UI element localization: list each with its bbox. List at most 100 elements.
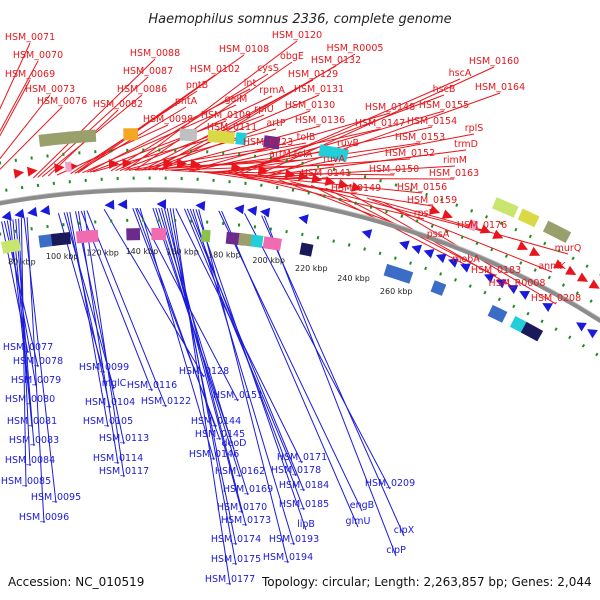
label-leader-line: [192, 208, 295, 546]
label-leader-line: [198, 209, 289, 564]
kbp-tick-label: 200 kbp: [252, 256, 285, 265]
map-title: Haemophilus somnus 2336, complete genome: [148, 12, 451, 27]
gene-arrow-65: [448, 258, 459, 268]
gene-label: rplU: [254, 104, 274, 115]
label-leader-line: [69, 211, 109, 428]
label-leader-line: [239, 78, 461, 176]
gene-arrow-21: [104, 199, 115, 210]
feature-block-45: [262, 236, 282, 251]
label-leader-line: [86, 88, 251, 173]
gene-arrow-76: [507, 285, 519, 295]
gene-label: HSM_0160: [469, 56, 519, 67]
gene-label: HSM_0096: [19, 512, 69, 523]
kbp-tick-label: 160 kbp: [166, 248, 199, 257]
gene-label: HSM_0114: [93, 453, 143, 464]
gene-label: HSM_0183: [471, 265, 521, 276]
gene-arrow-87: [576, 322, 587, 332]
gene-arrow-66: [479, 224, 491, 234]
gene-arrow-60: [441, 209, 453, 219]
gene-label: HSM_0080: [5, 394, 55, 405]
gene-label: hscB: [433, 84, 456, 95]
gene-label: artM: [269, 149, 291, 160]
gene-label: HSM_0077: [3, 342, 53, 353]
gene-label: HSM_0174: [211, 534, 261, 545]
gene-label: HSM_0076: [37, 96, 87, 107]
gene-label: HSM_R0008: [489, 278, 546, 289]
gene-label: HSM_0173: [221, 515, 271, 526]
label-leader-line: [263, 165, 456, 179]
gene-arrow-83: [542, 303, 554, 313]
gene-label: HSM_0084: [5, 455, 55, 466]
feature-block-26: [151, 228, 167, 241]
gene-label: HSM_0131: [294, 84, 344, 95]
gene-arrow-82: [565, 265, 577, 276]
gene-arrow-5: [1, 210, 12, 221]
gene-label: HSM_0079: [11, 375, 61, 386]
gene-label: HSM_0146: [189, 449, 239, 460]
label-leader-line: [12, 219, 33, 428]
gene-label: HSM_0163: [429, 168, 479, 179]
gene-label: HSM_0071: [5, 32, 55, 43]
kbp-tick-label: 260 kbp: [380, 287, 413, 296]
feature-block-4: [1, 238, 21, 254]
kbp-tick-label: 80 kbp: [8, 258, 36, 267]
gene-label: HSM_0120: [272, 30, 322, 41]
feature-block-50: [318, 144, 349, 162]
gene-arrow-40: [257, 164, 269, 175]
gene-label: HSM_0116: [127, 380, 177, 391]
gene-label: obgE: [280, 51, 304, 62]
label-leader-line: [172, 208, 231, 586]
gene-label: HSM_0194: [263, 552, 313, 563]
gene-label: HSM_0102: [190, 64, 240, 75]
gene-arrow-28: [156, 199, 167, 210]
gene-arrow-44: [259, 207, 271, 218]
feature-tracks: [1, 128, 600, 342]
gene-label: HSM_0105: [83, 416, 133, 427]
feature-block-56: [383, 263, 414, 284]
label-leader-line: [124, 128, 277, 171]
gene-label: HSM_0128: [179, 366, 229, 377]
gene-label: HSM_0208: [531, 293, 581, 304]
gene-label: HSM_0123: [243, 137, 293, 148]
kbp-tick-label: 220 kbp: [295, 264, 328, 273]
feature-block-30: [179, 128, 198, 142]
label-leader-line: [195, 209, 307, 531]
gene-label: engB: [350, 500, 374, 511]
gene-label: pntA: [175, 96, 198, 107]
gene-arrow-90: [587, 329, 598, 339]
gene-label: lnt: [244, 78, 257, 89]
gene-arrow-78: [519, 290, 530, 300]
gene-arrow-62: [435, 253, 447, 264]
gene-label: HSM_0193: [269, 534, 319, 545]
gene-label: HSM_0108: [219, 44, 269, 55]
gene-label: HSM_0147: [355, 118, 405, 129]
gene-label: HSM_R0005: [327, 43, 384, 54]
gene-label: HSM_0073: [25, 84, 75, 95]
gene-label: mglC: [102, 378, 127, 389]
label-leader-line: [32, 58, 156, 179]
gene-label: HSM_0078: [13, 356, 63, 367]
kbp-tick-label: 120 kbp: [86, 248, 119, 257]
gene-label: HSM_0177: [205, 574, 255, 585]
gene-arrow-48: [311, 173, 323, 184]
kbp-tick-label: 140 kbp: [126, 247, 159, 256]
kbp-tick-label: 240 kbp: [337, 274, 370, 283]
gene-arrow-80: [553, 259, 565, 269]
label-leader-line: [74, 74, 216, 174]
gene-label: HSM_0130: [285, 100, 335, 111]
gene-label: pntB: [186, 80, 208, 91]
gene-label: HSM_0175: [211, 554, 261, 565]
gene-label: anmK: [538, 261, 566, 272]
gene-arrow-53: [337, 178, 349, 189]
feature-block-39: [238, 232, 254, 247]
gene-label: HSM_0169: [223, 484, 273, 495]
gene-label: HSM_0149: [331, 183, 381, 194]
gene-label: clpP: [386, 545, 406, 556]
label-leader-line: [134, 61, 293, 171]
gene-arrow-55: [361, 229, 373, 239]
feature-block-81: [520, 321, 544, 342]
label-leader-line: [77, 211, 119, 465]
gene-label: HSM_0155: [419, 100, 469, 111]
label-leader-line: [119, 114, 265, 171]
gene-label: pssA: [427, 229, 450, 240]
